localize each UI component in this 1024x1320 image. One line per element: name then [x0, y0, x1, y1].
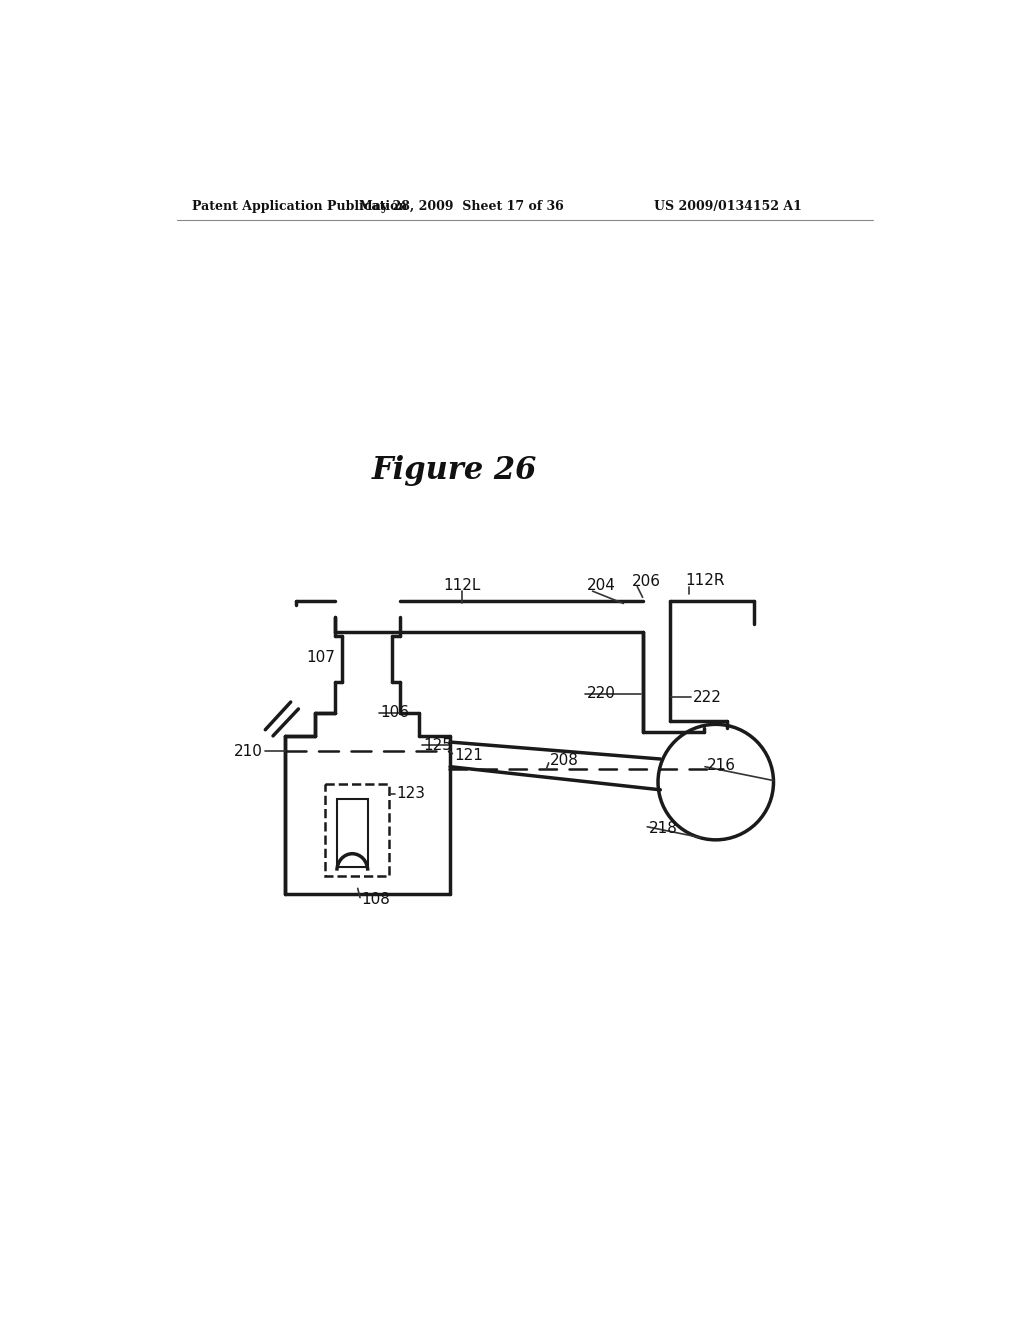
- Text: May 28, 2009  Sheet 17 of 36: May 28, 2009 Sheet 17 of 36: [359, 199, 564, 213]
- Text: 208: 208: [550, 752, 580, 768]
- Text: Figure 26: Figure 26: [372, 455, 537, 486]
- Text: US 2009/0134152 A1: US 2009/0134152 A1: [654, 199, 802, 213]
- Text: 121: 121: [454, 747, 483, 763]
- Bar: [325, 784, 388, 876]
- Text: 112R: 112R: [685, 573, 724, 587]
- Text: 108: 108: [361, 891, 390, 907]
- Text: 206: 206: [632, 574, 660, 589]
- Text: 123: 123: [396, 787, 425, 801]
- Bar: [337, 799, 368, 867]
- Text: 218: 218: [649, 821, 678, 836]
- Text: 210: 210: [234, 743, 263, 759]
- Text: 107: 107: [306, 649, 335, 665]
- Text: Patent Application Publication: Patent Application Publication: [193, 199, 408, 213]
- Text: 106: 106: [380, 705, 409, 721]
- Text: 220: 220: [587, 686, 615, 701]
- Text: 112L: 112L: [443, 578, 480, 593]
- Text: 216: 216: [707, 758, 735, 772]
- Text: 125: 125: [423, 738, 452, 752]
- Text: 204: 204: [587, 578, 616, 593]
- Text: 222: 222: [692, 690, 722, 705]
